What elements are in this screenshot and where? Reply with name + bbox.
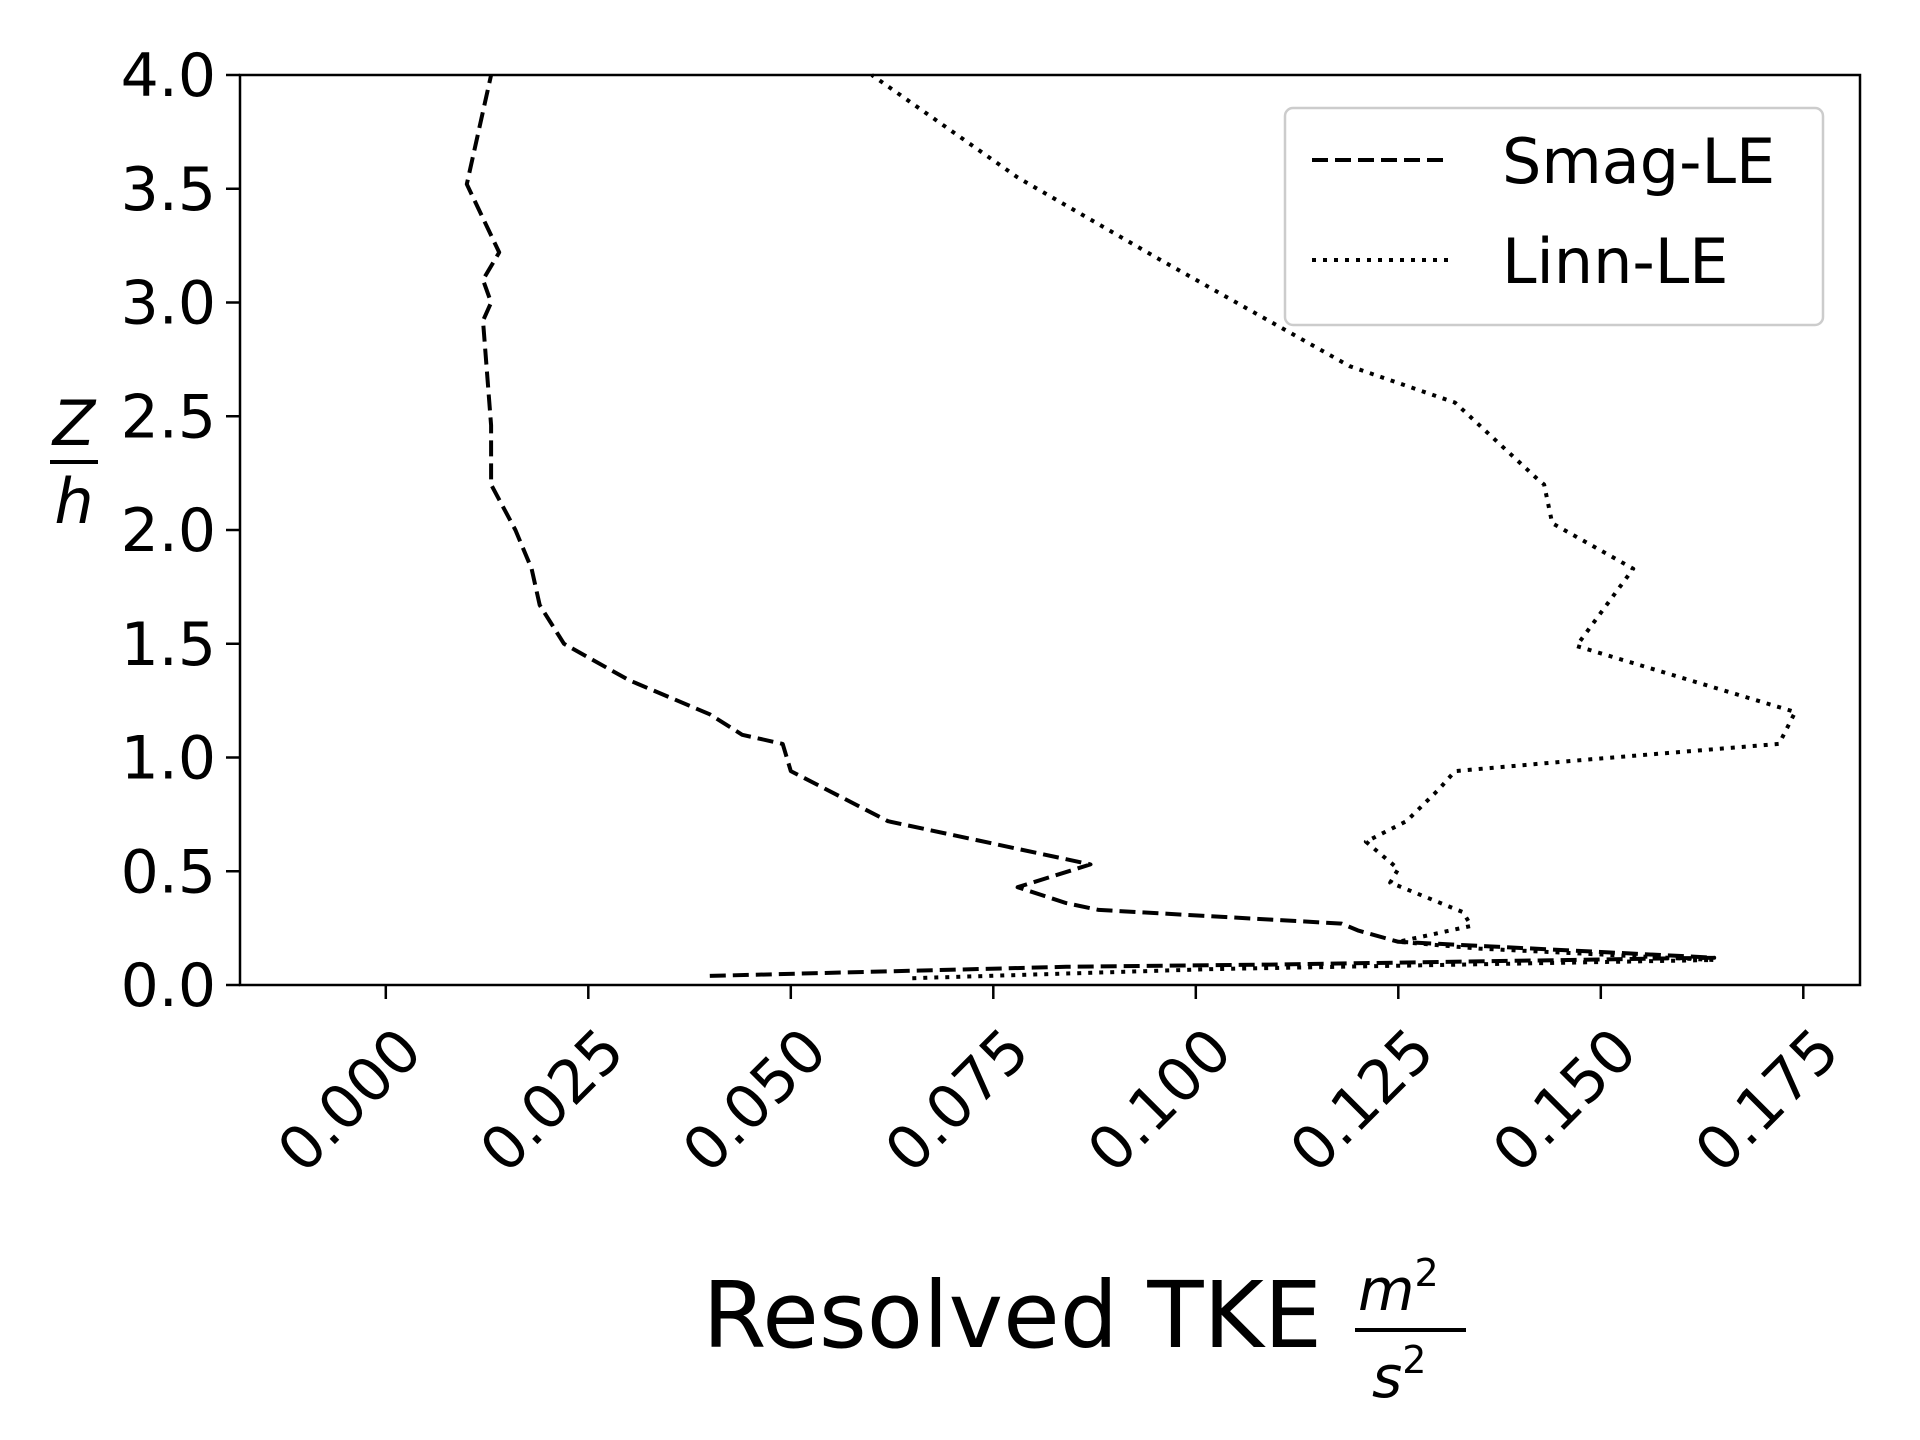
y-tick-label: 1.5 [121, 610, 216, 680]
y-tick-label: 2.0 [121, 496, 216, 566]
y-tick-label: 0.0 [121, 951, 216, 1021]
y-tick-label: 3.5 [121, 155, 216, 225]
legend-label-linn-le: Linn-LE [1502, 225, 1728, 298]
x-axis-unit-denominator-exponent: 2 [1402, 1338, 1426, 1382]
legend-frame [1283, 106, 1825, 327]
x-axis-label: Resolved TKE m2 s2 [702, 1251, 1466, 1411]
y-axis-ticks: 0.0 0.5 1.0 1.5 2.0 2.5 3.0 3.5 4.0 [121, 41, 240, 1021]
x-axis-unit-numerator-base: m [1358, 1256, 1415, 1324]
y-axis-label: Z h [50, 387, 98, 538]
y-tick-label: 1.0 [121, 724, 216, 794]
x-axis-unit-denominator: s2 [1372, 1338, 1426, 1411]
series-line-smag-le [464, 74, 1717, 978]
legend-label-smag-le: Smag-LE [1502, 125, 1775, 198]
y-axis-label-numerator: Z [51, 387, 97, 460]
x-axis-unit-numerator: m2 [1358, 1251, 1439, 1324]
legend: Smag-LE Linn-LE [1283, 106, 1825, 327]
x-axis-unit-denominator-base: s [1372, 1343, 1402, 1411]
y-tick-label: 0.5 [121, 837, 216, 907]
y-tick-label: 4.0 [121, 41, 216, 111]
y-tick-label: 2.5 [121, 382, 216, 452]
y-tick-label: 3.0 [121, 269, 216, 339]
series-layer [464, 73, 1798, 981]
x-axis-label-text: Resolved TKE [702, 1262, 1322, 1369]
x-axis-unit-numerator-exponent: 2 [1415, 1251, 1439, 1295]
y-axis-label-denominator: h [54, 465, 93, 538]
